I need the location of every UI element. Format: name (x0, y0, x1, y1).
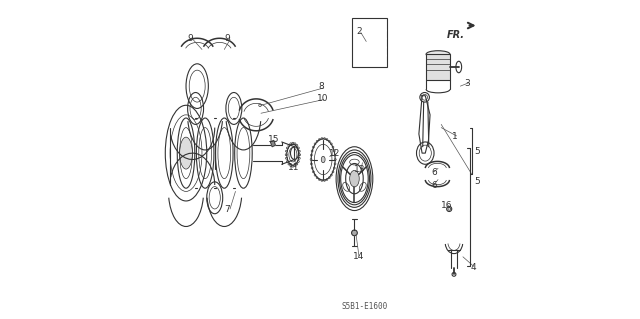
Text: 16: 16 (441, 201, 452, 210)
Text: 15: 15 (268, 135, 280, 144)
Text: 7: 7 (224, 205, 230, 214)
Text: 12: 12 (329, 149, 340, 158)
Text: 5: 5 (474, 147, 480, 156)
Text: 9: 9 (187, 34, 193, 43)
Text: 8: 8 (319, 82, 324, 91)
Text: 9: 9 (224, 34, 230, 43)
Ellipse shape (180, 137, 193, 169)
Text: 2: 2 (356, 27, 362, 36)
Text: 14: 14 (353, 252, 364, 261)
Text: FR.: FR. (447, 30, 465, 40)
Polygon shape (271, 140, 275, 147)
Text: 1: 1 (452, 132, 458, 141)
Ellipse shape (349, 170, 359, 187)
Text: 13: 13 (354, 165, 365, 174)
Text: 4: 4 (470, 263, 476, 272)
Ellipse shape (321, 156, 325, 163)
Text: 10: 10 (317, 94, 328, 103)
Text: 6: 6 (431, 181, 437, 189)
Text: 5: 5 (474, 177, 480, 186)
Text: S5B1-E1600: S5B1-E1600 (342, 302, 388, 311)
Ellipse shape (426, 51, 450, 58)
Ellipse shape (351, 230, 357, 236)
Bar (352, 18, 387, 67)
Text: 6: 6 (431, 168, 437, 177)
Text: 3: 3 (465, 79, 470, 88)
Text: 11: 11 (288, 163, 300, 172)
FancyBboxPatch shape (426, 54, 450, 80)
